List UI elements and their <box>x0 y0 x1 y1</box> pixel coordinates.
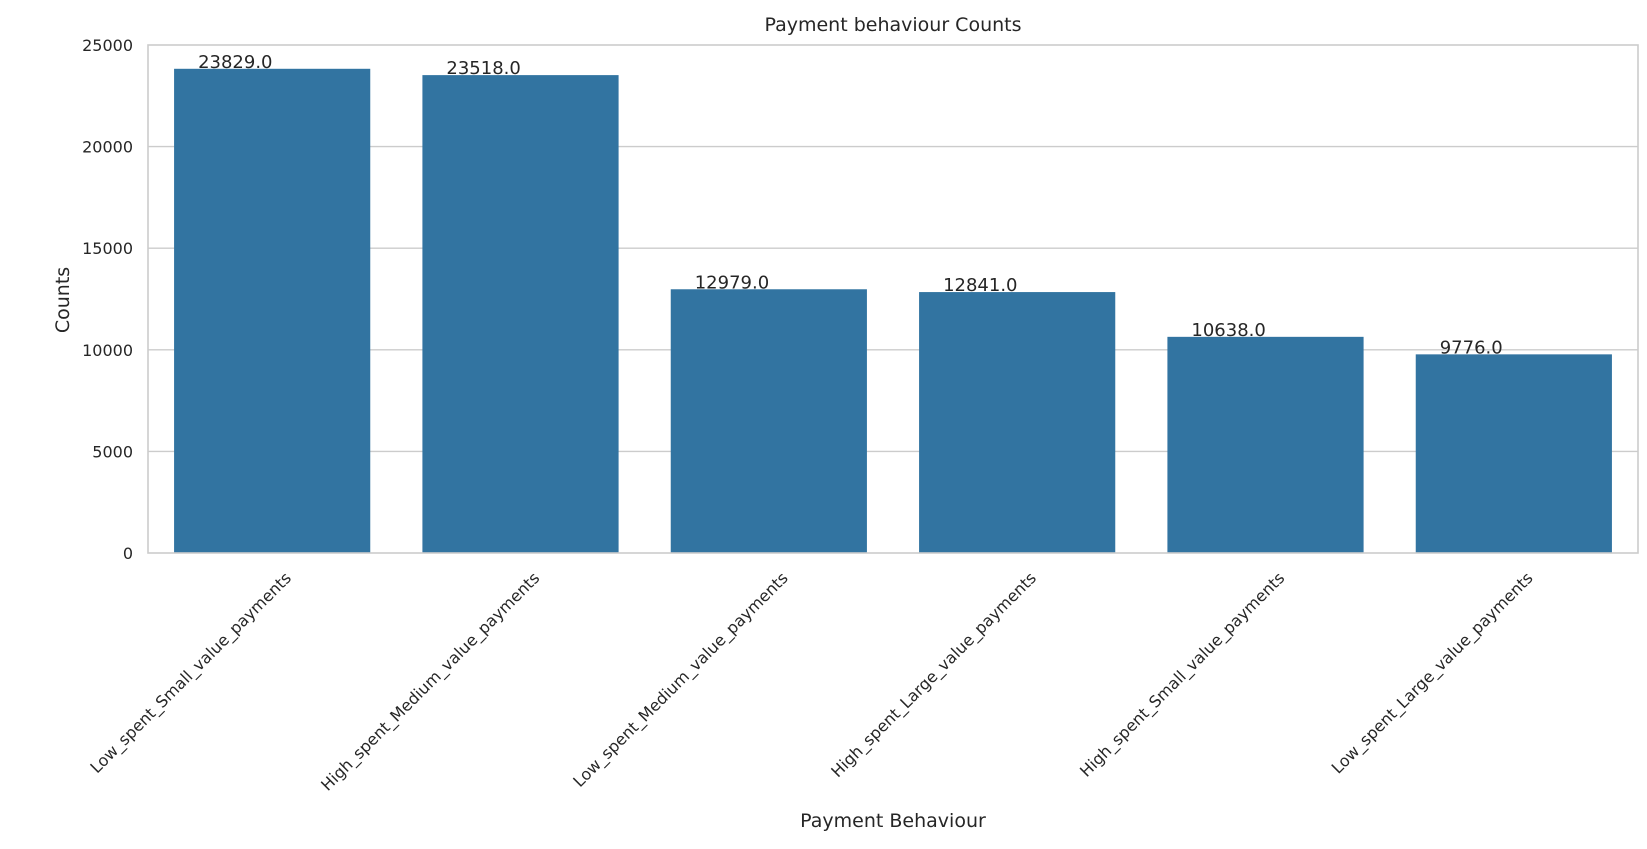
y-tick-label: 10000 <box>82 341 133 360</box>
grid-lines <box>148 145 1638 453</box>
y-tick-label: 15000 <box>82 239 133 258</box>
y-tick-label: 25000 <box>82 36 133 55</box>
x-tick-label: Low_spent_Medium_value_payments <box>569 568 792 791</box>
y-tick-label: 0 <box>123 544 133 563</box>
bar-value-label: 23518.0 <box>446 58 520 79</box>
x-tick-label: High_spent_Medium_value_payments <box>317 568 544 795</box>
x-tick-label: High_spent_Large_value_payments <box>827 568 1040 781</box>
bar-value-label: 10638.0 <box>1191 320 1265 341</box>
x-tick-label: High_spent_Small_value_payments <box>1076 568 1289 781</box>
bar <box>1415 354 1612 553</box>
bar-value-label: 23829.0 <box>198 52 272 73</box>
plot-frame <box>147 44 1639 554</box>
bar-value-label: 12979.0 <box>695 272 769 293</box>
y-axis-label: Counts <box>52 267 74 333</box>
bar-value-labels: 23829.0 23518.0 12979.0 12841.0 10638.0 9776.… <box>198 52 1503 359</box>
bar <box>670 289 867 553</box>
x-axis-label: Payment Behaviour <box>800 810 986 832</box>
bars <box>174 68 1612 553</box>
y-tick-labels: 0 5000 10000 15000 20000 25000 <box>82 36 133 563</box>
bar <box>422 75 619 553</box>
bar <box>919 292 1116 553</box>
x-tick-label: Low_spent_Small_value_payments <box>86 568 295 777</box>
bar-value-label: 9776.0 <box>1440 337 1503 358</box>
bar <box>174 68 371 553</box>
y-tick-label: 20000 <box>82 138 133 157</box>
bar-value-label: 12841.0 <box>943 275 1017 296</box>
x-tick-label: Low_spent_Large_value_payments <box>1328 568 1538 778</box>
x-tick-labels: Low_spent_Small_value_payments High_spent… <box>86 568 1537 795</box>
chart-title: Payment behaviour Counts <box>764 14 1021 36</box>
y-tick-label: 5000 <box>92 442 133 461</box>
bar <box>1167 336 1364 553</box>
